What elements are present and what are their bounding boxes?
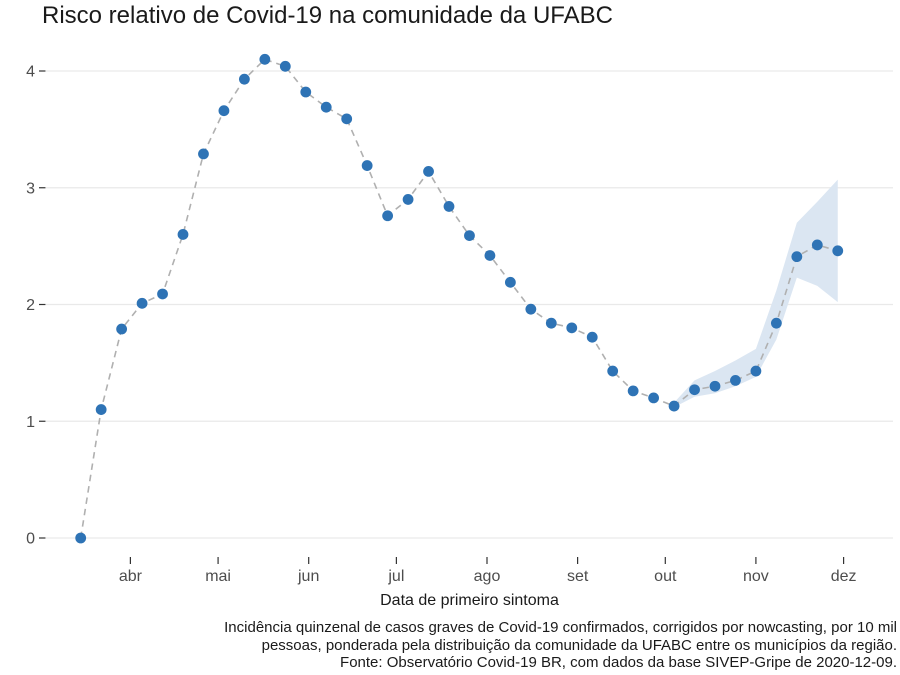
x-tick-label: set — [567, 568, 589, 585]
x-tick-label: out — [654, 568, 677, 585]
data-point — [566, 322, 578, 334]
y-tick-label: 2 — [26, 297, 35, 314]
data-point — [116, 323, 128, 335]
data-point — [791, 251, 803, 263]
confidence-band — [674, 179, 838, 408]
data-point — [504, 276, 516, 288]
x-tick-label: mai — [205, 568, 231, 585]
caption-line-3: Fonte: Observatório Covid-19 BR, com dad… — [340, 654, 897, 671]
caption-line-1: Incidência quinzenal de casos graves de … — [224, 619, 897, 636]
data-point — [136, 297, 148, 309]
data-point — [443, 201, 455, 212]
data-point — [586, 331, 598, 343]
chart-title: Risco relativo de Covid-19 na comunidade… — [42, 2, 613, 29]
data-point — [218, 105, 230, 117]
trend-line — [79, 58, 838, 539]
data-point — [484, 250, 496, 261]
data-point — [320, 101, 332, 113]
data-point — [770, 317, 782, 329]
data-point — [95, 404, 107, 415]
data-point — [730, 374, 741, 386]
caption-line-2: pessoas, ponderada pela distribuição da … — [261, 636, 897, 654]
data-point — [157, 288, 168, 300]
y-tick-label: 3 — [26, 180, 35, 197]
data-point — [689, 384, 700, 396]
data-point — [648, 392, 660, 404]
x-axis-title: Data de primeiro sintoma — [380, 592, 559, 609]
data-point — [423, 166, 434, 177]
data-point — [75, 532, 87, 544]
data-point — [668, 400, 680, 412]
data-point — [361, 160, 373, 171]
data-point — [279, 60, 291, 72]
x-tick-label: dez — [831, 568, 857, 585]
data-point — [545, 317, 557, 329]
x-tick-label: ago — [474, 568, 501, 585]
x-tick-label: nov — [743, 568, 769, 585]
data-point — [177, 229, 189, 240]
y-tick-label: 4 — [26, 64, 35, 81]
data-point — [382, 210, 394, 222]
x-tick-label: jul — [387, 568, 404, 585]
y-tick-label: 0 — [26, 531, 35, 548]
data-point — [832, 245, 844, 257]
data-point — [464, 230, 475, 242]
data-point — [259, 53, 271, 65]
data-point — [402, 194, 414, 205]
data-point — [750, 365, 762, 377]
data-point — [811, 239, 823, 251]
data-point — [341, 113, 353, 125]
data-point — [709, 380, 721, 392]
x-tick-label: jun — [297, 568, 319, 585]
chart-caption: Incidência quinzenal de casos graves de … — [37, 619, 897, 672]
data-point — [300, 86, 312, 98]
data-point — [238, 73, 250, 85]
data-point — [525, 303, 537, 315]
data-point — [198, 148, 209, 160]
x-tick-label: abr — [119, 568, 143, 585]
y-tick-label: 1 — [26, 414, 35, 431]
data-point — [627, 385, 639, 397]
data-point — [607, 365, 619, 377]
